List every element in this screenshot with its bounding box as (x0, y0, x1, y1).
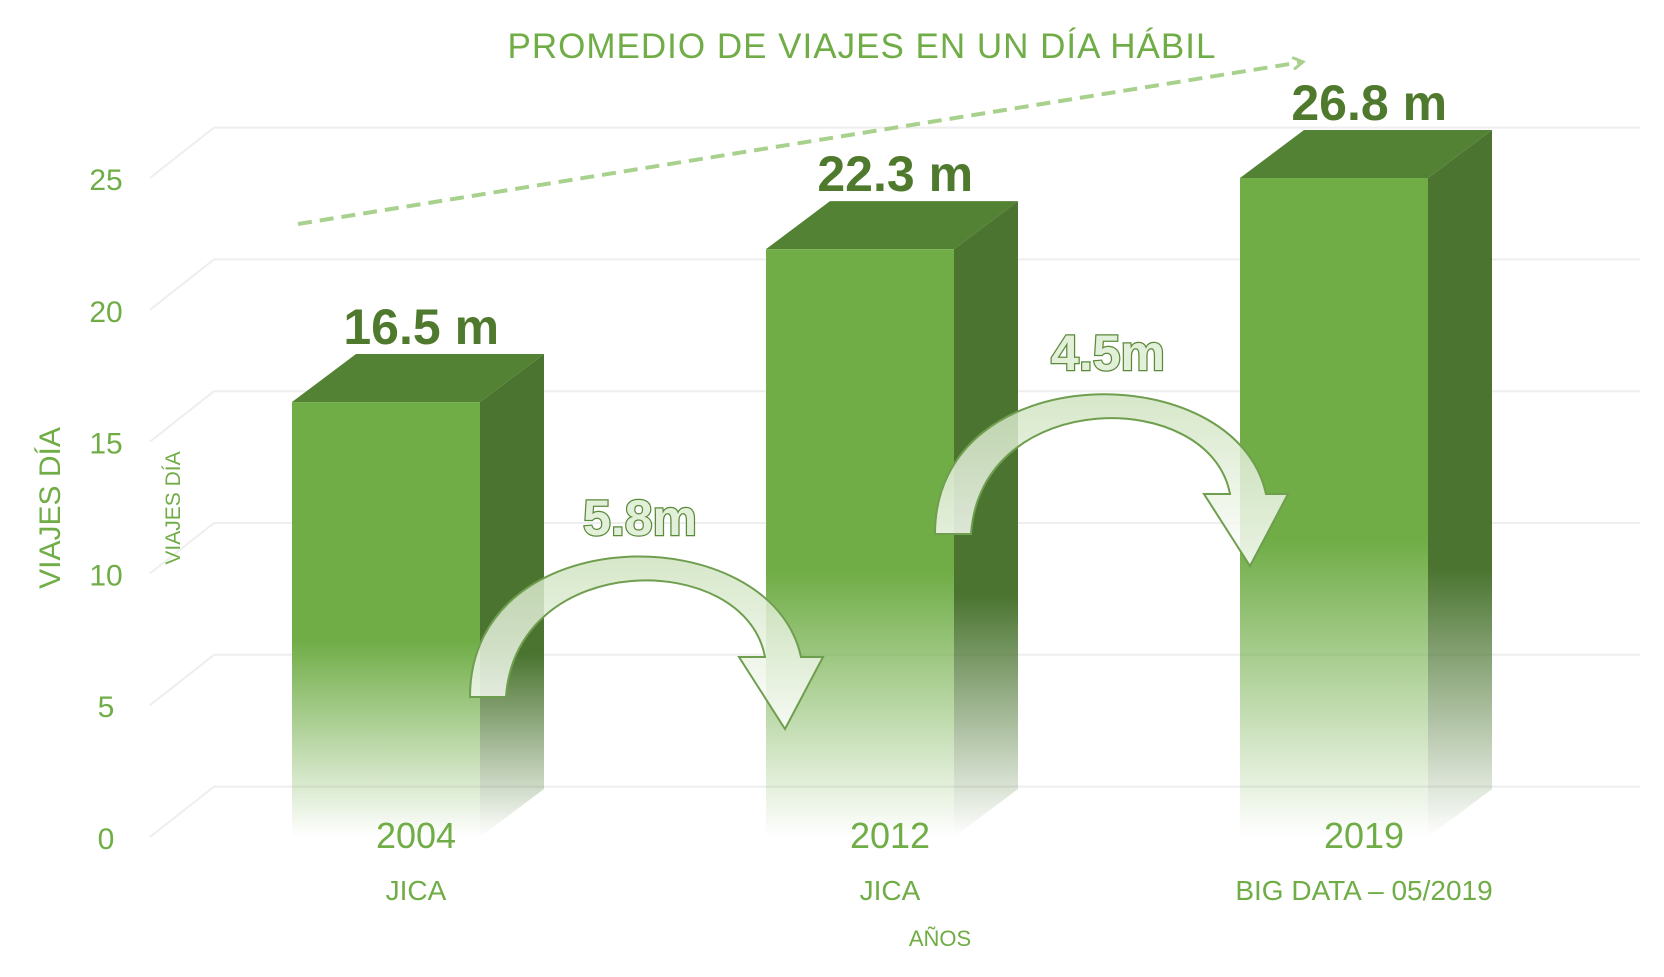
x-tick-label: 2019 (1324, 815, 1404, 856)
trend-arrow (297, 62, 1302, 226)
increment-arrow-2012: 5.8m (468, 489, 825, 731)
y-tick-label: 5 (98, 691, 115, 724)
bar-top (766, 201, 1018, 250)
gridline-diagonal (149, 522, 215, 575)
bars: 16.5 m 2004 JICA 22.3 m 2012 JICA 26.8 m 2019 BI… (292, 75, 1493, 906)
increment-label: 4.5m (1051, 325, 1165, 381)
x-sublabel: JICA (860, 875, 921, 906)
bar-front (766, 249, 954, 837)
bar-top (292, 354, 544, 403)
gridline-diagonal (149, 785, 215, 838)
value-label: 26.8 m (1291, 75, 1447, 131)
curved-arrow (933, 393, 1290, 568)
gridline-diagonal (149, 390, 215, 443)
gridline-diagonal (149, 126, 215, 179)
y-tick-label: 20 (89, 296, 122, 329)
gridline-diagonal (149, 258, 215, 311)
chart-title: PROMEDIO DE VIAJES EN UN DÍA HÁBIL (508, 27, 1217, 66)
x-tick-label: 2004 (376, 815, 456, 856)
y-axis-ticks: 0 5 10 15 20 25 (89, 164, 122, 856)
y-tick-label: 25 (89, 164, 122, 197)
bar-2012: 22.3 m (766, 146, 1018, 837)
increment-arrow-2019: 4.5m (933, 324, 1290, 568)
y-tick-label: 10 (89, 559, 122, 592)
bar-side (954, 201, 1018, 837)
bar-front (292, 402, 480, 837)
y-axis-label: VIAJES DÍA (34, 427, 67, 589)
x-tick-label: 2012 (850, 815, 930, 856)
bar-side (1428, 130, 1492, 837)
y-axis-label-secondary: VIAJES DÍA (162, 451, 185, 564)
gridline-diagonal (149, 654, 215, 706)
x-axis-label: AÑOS (909, 926, 971, 951)
bar-2004: 16.5 m (292, 299, 544, 837)
y-tick-label: 15 (89, 428, 122, 461)
bar-top (1240, 130, 1492, 178)
bar-side (480, 354, 544, 837)
x-sublabel: JICA (386, 875, 447, 906)
x-sublabel: BIG DATA – 05/2019 (1235, 875, 1492, 906)
bar-2019: 26.8 m (1240, 75, 1492, 837)
curved-arrow (468, 555, 825, 731)
y-tick-label: 0 (98, 823, 115, 856)
increment-arrows: 5.8m 4.5m (468, 324, 1290, 731)
value-label: 22.3 m (817, 146, 973, 202)
increment-label: 5.8m (583, 490, 697, 546)
value-label: 16.5 m (343, 299, 499, 355)
